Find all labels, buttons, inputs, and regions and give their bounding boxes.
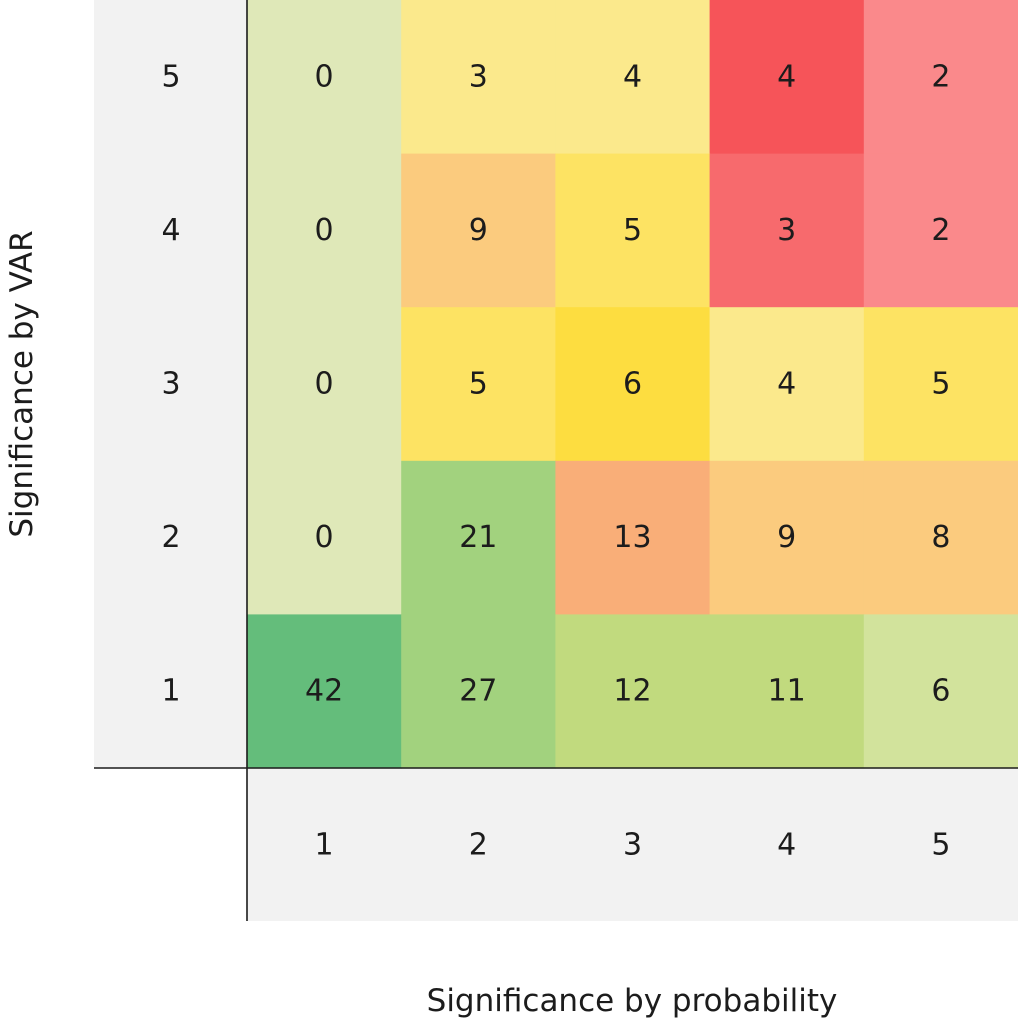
y-tick-label: 2 <box>161 520 180 555</box>
heatmap-cell-var5-prob2 <box>401 0 556 155</box>
cell-value-label: 9 <box>469 213 488 248</box>
heatmap-cell-var1-prob3 <box>555 614 711 769</box>
heatmap-cell-var2-prob5 <box>863 460 1018 615</box>
heatmap-cell-var1-prob1 <box>247 614 402 769</box>
heatmap-cell-var3-prob1 <box>247 307 402 462</box>
cell-value-label: 42 <box>305 674 343 709</box>
y-tick-label: 4 <box>161 213 180 248</box>
heatmap-cell-var4-prob3 <box>555 153 711 308</box>
cell-value-label: 0 <box>315 59 334 94</box>
cell-value-label: 27 <box>459 674 497 709</box>
heatmap-cell-var3-prob5 <box>863 307 1018 462</box>
heatmap-cell-var4-prob4 <box>709 153 865 308</box>
x-tick-label: 3 <box>623 827 642 862</box>
cell-value-label: 8 <box>931 520 950 555</box>
cell-value-label: 0 <box>315 520 334 555</box>
heatmap-cell-var1-prob5 <box>863 614 1018 769</box>
cell-value-label: 9 <box>777 520 796 555</box>
heatmap-cell-var3-prob2 <box>401 307 556 462</box>
x-tick-label: 5 <box>931 827 950 862</box>
heatmap-cell-var5-prob5 <box>863 0 1018 155</box>
cell-value-label: 0 <box>315 367 334 402</box>
cell-value-label: 5 <box>469 367 488 402</box>
y-axis-title: Significance by VAR <box>4 230 40 537</box>
y-tick-label: 1 <box>161 674 180 709</box>
heatmap-cell-var2-prob4 <box>709 460 865 615</box>
heatmap-cell-var5-prob3 <box>555 0 711 155</box>
cell-value-label: 5 <box>623 213 642 248</box>
heatmap-cell-var2-prob2 <box>401 460 556 615</box>
cell-value-label: 5 <box>931 367 950 402</box>
heatmap-cell-var2-prob1 <box>247 460 402 615</box>
x-tick-label: 4 <box>777 827 796 862</box>
cell-value-label: 6 <box>931 674 950 709</box>
heatmap-cell-var4-prob1 <box>247 153 402 308</box>
cell-value-label: 6 <box>623 367 642 402</box>
y-tick-label: 5 <box>161 59 180 94</box>
y-axis-panel <box>94 0 247 768</box>
cell-value-label: 3 <box>777 213 796 248</box>
x-tick-label: 2 <box>469 827 488 862</box>
cell-value-label: 2 <box>931 213 950 248</box>
heatmap-cell-var4-prob2 <box>401 153 556 308</box>
heatmap-cell-var1-prob2 <box>401 614 556 769</box>
cell-value-label: 4 <box>777 59 796 94</box>
cell-value-label: 4 <box>623 59 642 94</box>
cell-value-label: 21 <box>459 520 497 555</box>
heatmap-cell-var4-prob5 <box>863 153 1018 308</box>
heatmap-cell-var3-prob3 <box>555 307 711 462</box>
cell-value-label: 2 <box>931 59 950 94</box>
cell-value-label: 13 <box>613 520 651 555</box>
cell-value-label: 11 <box>768 674 806 709</box>
heatmap-cell-var2-prob3 <box>555 460 711 615</box>
heatmap-cells: 0 3 4 4 20 9 5 3 20 5 6 4 50 21 13 9 842 27 12 11 6 <box>247 0 1018 769</box>
cell-value-label: 12 <box>613 674 651 709</box>
cell-value-label: 3 <box>469 59 488 94</box>
y-tick-label: 3 <box>161 367 180 402</box>
x-axis-title: Significance by probability <box>427 983 838 1019</box>
heatmap-cell-var1-prob4 <box>709 614 865 769</box>
heatmap-cell-var5-prob4 <box>709 0 865 155</box>
cell-value-label: 4 <box>777 367 796 402</box>
x-tick-label: 1 <box>315 827 334 862</box>
x-axis-panel <box>247 768 1018 921</box>
heatmap-cell-var3-prob4 <box>709 307 865 462</box>
heatmap-cell-var5-prob1 <box>247 0 402 155</box>
x-tick-labels: 1 2 3 4 5 <box>315 827 951 862</box>
y-tick-labels: 5 4 3 2 1 <box>161 59 180 708</box>
cell-value-label: 0 <box>315 213 334 248</box>
